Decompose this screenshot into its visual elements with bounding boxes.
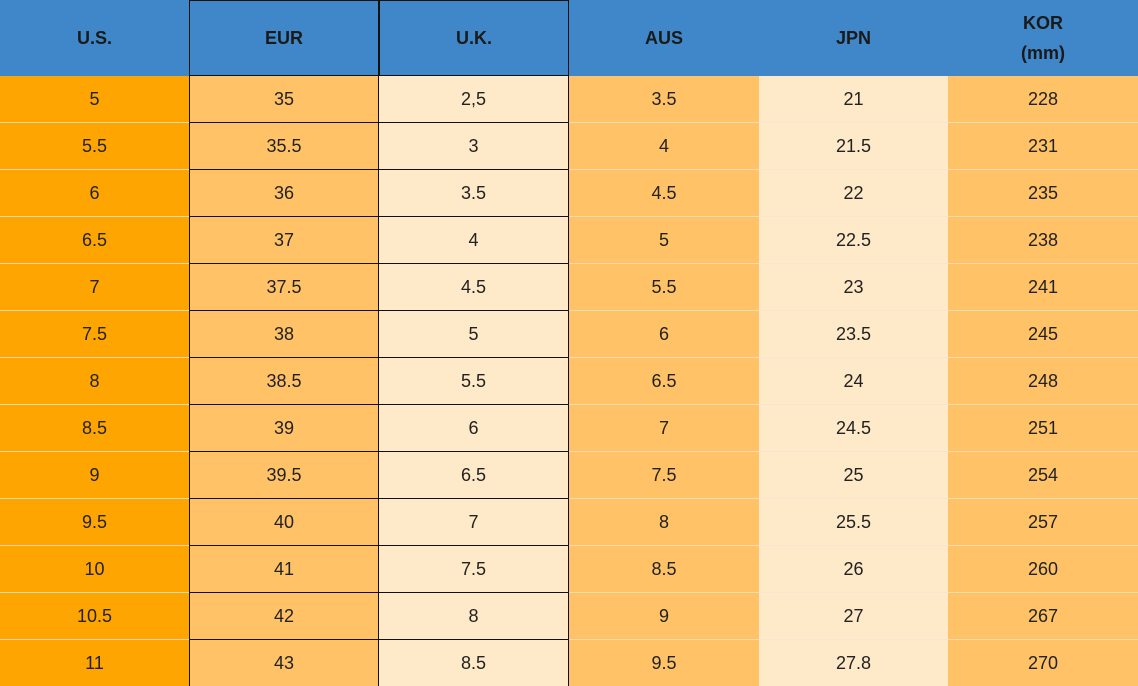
table-cell: 9.5 — [569, 640, 759, 686]
table-cell: 8.5 — [379, 640, 569, 686]
table-cell: 7.5 — [379, 546, 569, 593]
table-cell: 6.5 — [569, 358, 759, 405]
header-cell: U.K. — [379, 0, 569, 76]
table-cell: 7 — [379, 499, 569, 546]
table-cell: 245 — [948, 311, 1138, 358]
header-cell: U.S. — [0, 0, 189, 76]
table-cell: 7.5 — [0, 311, 189, 358]
table-cell: 27 — [759, 593, 948, 640]
table-cell: 257 — [948, 499, 1138, 546]
table-cell: 25 — [759, 452, 948, 499]
table-cell: 231 — [948, 123, 1138, 170]
table-cell: 270 — [948, 640, 1138, 686]
table-cell: 9.5 — [0, 499, 189, 546]
table-cell: 11 — [0, 640, 189, 686]
table-cell: 22.5 — [759, 217, 948, 264]
table-cell: 37 — [189, 217, 379, 264]
table-cell: 23.5 — [759, 311, 948, 358]
table-cell: 6 — [379, 405, 569, 452]
table-cell: 6 — [569, 311, 759, 358]
table-cell: 38 — [189, 311, 379, 358]
table-cell: 10.5 — [0, 593, 189, 640]
table-cell: 24.5 — [759, 405, 948, 452]
table-cell: 3.5 — [569, 76, 759, 123]
table-cell: 3.5 — [379, 170, 569, 217]
table-cell: 22 — [759, 170, 948, 217]
table-cell: 251 — [948, 405, 1138, 452]
table-cell: 37.5 — [189, 264, 379, 311]
table-cell: 7.5 — [569, 452, 759, 499]
table-cell: 8 — [0, 358, 189, 405]
table-cell: 8.5 — [569, 546, 759, 593]
table-cell: 267 — [948, 593, 1138, 640]
table-cell: 5 — [0, 76, 189, 123]
table-cell: 7 — [0, 264, 189, 311]
table-cell: 2,5 — [379, 76, 569, 123]
table-cell: 4 — [569, 123, 759, 170]
header-cell: JPN — [759, 0, 948, 76]
table-cell: 5 — [569, 217, 759, 264]
header-cell: EUR — [189, 0, 379, 76]
table-cell: 25.5 — [759, 499, 948, 546]
table-cell: 260 — [948, 546, 1138, 593]
table-cell: 43 — [189, 640, 379, 686]
table-cell: 248 — [948, 358, 1138, 405]
table-cell: 35.5 — [189, 123, 379, 170]
table-cell: 9 — [0, 452, 189, 499]
table-cell: 42 — [189, 593, 379, 640]
table-cell: 41 — [189, 546, 379, 593]
table-cell: 6 — [0, 170, 189, 217]
table-cell: 5.5 — [379, 358, 569, 405]
table-cell: 254 — [948, 452, 1138, 499]
table-cell: 10 — [0, 546, 189, 593]
table-cell: 4.5 — [569, 170, 759, 217]
table-cell: 8 — [379, 593, 569, 640]
table-cell: 39 — [189, 405, 379, 452]
table-cell: 23 — [759, 264, 948, 311]
table-cell: 40 — [189, 499, 379, 546]
table-cell: 7 — [569, 405, 759, 452]
table-cell: 24 — [759, 358, 948, 405]
table-cell: 39.5 — [189, 452, 379, 499]
table-cell: 38.5 — [189, 358, 379, 405]
table-cell: 26 — [759, 546, 948, 593]
table-cell: 21 — [759, 76, 948, 123]
table-cell: 5.5 — [0, 123, 189, 170]
header-cell: AUS — [569, 0, 759, 76]
table-cell: 6.5 — [379, 452, 569, 499]
table-cell: 8 — [569, 499, 759, 546]
table-cell: 3 — [379, 123, 569, 170]
table-cell: 36 — [189, 170, 379, 217]
table-cell: 238 — [948, 217, 1138, 264]
table-cell: 4.5 — [379, 264, 569, 311]
table-cell: 235 — [948, 170, 1138, 217]
table-cell: 4 — [379, 217, 569, 264]
table-cell: 9 — [569, 593, 759, 640]
table-cell: 27.8 — [759, 640, 948, 686]
table-cell: 6.5 — [0, 217, 189, 264]
table-cell: 241 — [948, 264, 1138, 311]
table-cell: 8.5 — [0, 405, 189, 452]
header-cell: KOR (mm) — [948, 0, 1138, 76]
table-cell: 5.5 — [569, 264, 759, 311]
table-cell: 5 — [379, 311, 569, 358]
table-cell: 35 — [189, 76, 379, 123]
table-cell: 21.5 — [759, 123, 948, 170]
table-cell: 228 — [948, 76, 1138, 123]
